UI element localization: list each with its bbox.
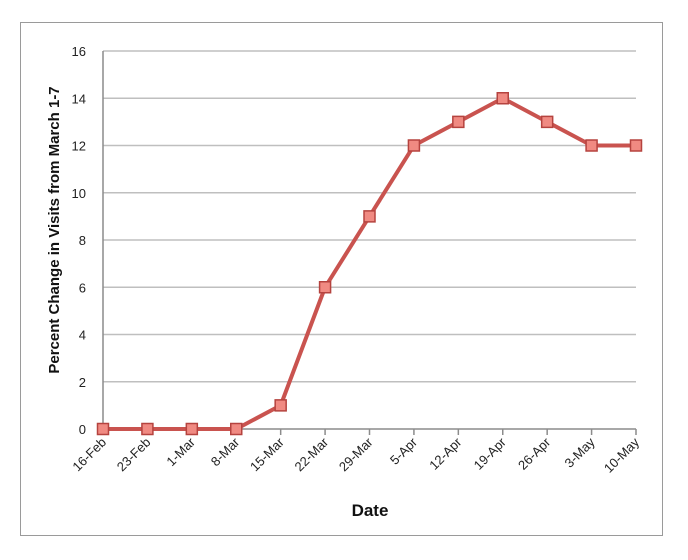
x-tick-label: 22-Mar (291, 434, 331, 474)
y-tick-label: 14 (72, 91, 86, 106)
data-point (318, 281, 332, 294)
x-tick-label: 29-Mar (336, 434, 376, 474)
x-tick-label: 5-Apr (387, 434, 421, 468)
series-visits (103, 96, 636, 431)
data-point (141, 422, 154, 436)
axes (102, 51, 637, 435)
y-axis-title: Percent Change in Visits from March 1-7 (46, 86, 63, 373)
x-tick-label: 26-Apr (515, 434, 554, 473)
gridlines (103, 50, 636, 383)
y-tick-label: 2 (79, 375, 86, 390)
x-tick-label: 19-Apr (471, 434, 510, 473)
x-tick-label: 10-May (601, 434, 643, 476)
data-point (230, 422, 243, 436)
y-tick-label: 6 (79, 280, 86, 295)
x-tick-label: 12-Apr (426, 434, 465, 473)
x-tick-label: 3-May (562, 434, 598, 470)
data-point (363, 210, 376, 223)
y-tick-label: 10 (72, 186, 86, 201)
x-tick-label: 1-Mar (163, 434, 198, 469)
y-tick-label: 0 (79, 422, 86, 437)
data-point (274, 399, 287, 412)
x-tick-label: 8-Mar (208, 434, 243, 469)
x-tick-labels: 16-Feb 23-Feb 1-Mar 8-Mar 15-Mar 22-Mar 29-Mar… (69, 434, 642, 476)
y-tick-labels: 0 2 4 6 8 10 12 14 16 (72, 44, 86, 437)
y-tick-label: 4 (79, 328, 86, 343)
series-line (103, 96, 636, 431)
data-point (496, 92, 509, 105)
data-point (585, 139, 598, 152)
y-tick-label: 16 (72, 44, 86, 59)
series-markers (96, 92, 643, 436)
x-axis-title: Date (352, 501, 389, 520)
data-point (185, 422, 199, 436)
data-point (96, 422, 110, 436)
x-tick-label: 15-Mar (247, 434, 287, 474)
y-tick-label: 8 (79, 233, 86, 248)
data-point (629, 139, 643, 152)
data-point (407, 139, 421, 152)
chart-frame (20, 22, 663, 536)
data-point (452, 115, 465, 129)
y-tick-label: 12 (72, 139, 86, 154)
x-tick-label: 23-Feb (114, 435, 154, 475)
x-tick-label: 16-Feb (69, 435, 109, 475)
data-point (540, 115, 554, 129)
